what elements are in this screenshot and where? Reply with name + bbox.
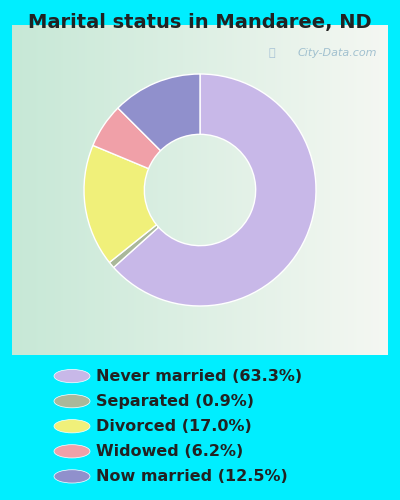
Text: Never married (63.3%): Never married (63.3%) xyxy=(96,368,302,384)
Wedge shape xyxy=(84,146,156,262)
Wedge shape xyxy=(118,74,200,150)
Circle shape xyxy=(54,470,90,483)
Wedge shape xyxy=(93,108,160,168)
Text: Divorced (17.0%): Divorced (17.0%) xyxy=(96,419,252,434)
Circle shape xyxy=(54,420,90,433)
Circle shape xyxy=(54,444,90,458)
Circle shape xyxy=(54,370,90,382)
Text: City-Data.com: City-Data.com xyxy=(297,48,377,58)
Wedge shape xyxy=(114,74,316,306)
Circle shape xyxy=(54,394,90,408)
Text: Widowed (6.2%): Widowed (6.2%) xyxy=(96,444,243,459)
Text: ⓘ: ⓘ xyxy=(268,48,275,58)
Text: Separated (0.9%): Separated (0.9%) xyxy=(96,394,254,408)
Wedge shape xyxy=(110,225,158,268)
Text: Marital status in Mandaree, ND: Marital status in Mandaree, ND xyxy=(28,13,372,32)
Text: Now married (12.5%): Now married (12.5%) xyxy=(96,469,288,484)
